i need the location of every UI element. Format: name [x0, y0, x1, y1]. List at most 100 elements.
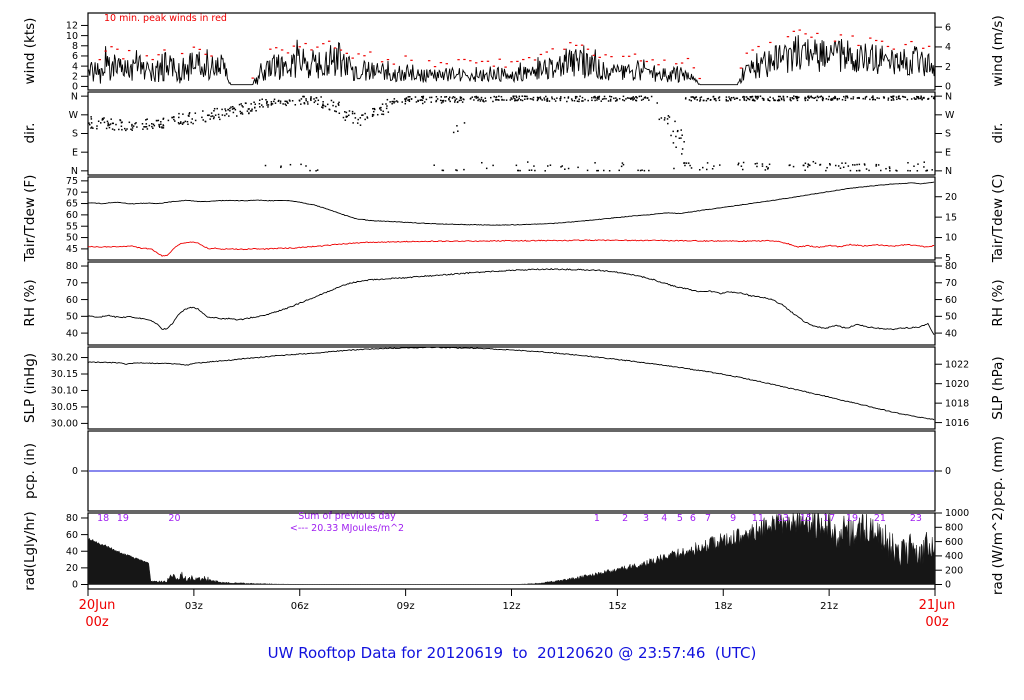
- rad-hour-label: 4: [661, 513, 667, 524]
- pcp-right-ticks: 0: [935, 466, 951, 477]
- tair_tdew-right-ticks: 5 10 15 20: [935, 192, 957, 264]
- rad-hour-label: 20: [168, 513, 180, 524]
- tick-label: N: [945, 166, 952, 177]
- tdew-trace: [87, 239, 935, 257]
- axis-label-left-rad: rad(Lgly/hr): [22, 511, 38, 591]
- rad-hour-labels: 18 19 20 1 2 3 4 5 6 7 9 11 13 15 17 19 21 23: [97, 513, 922, 524]
- tick-label: 1016: [945, 418, 969, 429]
- tick-label: 60: [66, 295, 78, 306]
- tick-label: 30.05: [51, 402, 78, 413]
- tick-label: W: [945, 110, 955, 121]
- tick-label: N: [71, 166, 78, 177]
- tick-label: 0: [945, 82, 951, 93]
- x-tick-label: 03z: [185, 601, 203, 612]
- tick-label: 50: [66, 233, 78, 244]
- tick-label: 65: [66, 199, 78, 210]
- tick-label: 70: [945, 278, 957, 289]
- rad-hour-label: 23: [910, 513, 922, 524]
- x-tick-label: 18z: [714, 601, 732, 612]
- x-start-date: 20Jun 00z: [52, 597, 142, 631]
- rad-hour-label: 3: [643, 513, 649, 524]
- tick-label: 60: [945, 295, 957, 306]
- rad-area: [87, 512, 936, 585]
- rad-sum-note-line2: <--- 20.33 MJoules/m^2: [289, 523, 405, 534]
- wind-peak-dots: [98, 29, 931, 80]
- tick-label: 80: [66, 261, 78, 272]
- rad-hour-label: 18: [97, 513, 109, 524]
- x-start-date-day: 20Jun: [78, 598, 116, 613]
- tick-label: 30.15: [51, 369, 78, 380]
- rad-hour-label: 19: [117, 513, 129, 524]
- tick-label: W: [69, 110, 79, 121]
- x-start-date-hour: 00z: [85, 615, 109, 630]
- rad-right-ticks: 0 200 400 600 800 1000: [935, 508, 969, 591]
- rad-sum-note-line1: Sum of previous day: [298, 511, 396, 522]
- rad-hour-label: 2: [622, 513, 628, 524]
- tick-label: 50: [66, 312, 78, 323]
- rad-left-ticks: 0 20 40 60 80: [66, 513, 88, 591]
- rad-hour-label: 5: [677, 513, 683, 524]
- rh-left-ticks: 40 50 60 70 80: [66, 261, 88, 339]
- rad-hour-label: 15: [800, 513, 812, 524]
- tick-label: 200: [945, 565, 963, 576]
- tair-trace: [87, 181, 935, 226]
- tick-label: 800: [945, 522, 963, 533]
- tick-label: 6: [72, 51, 78, 62]
- tick-label: 400: [945, 551, 963, 562]
- tick-label: E: [72, 147, 78, 158]
- tick-label: 6: [945, 22, 951, 33]
- tick-label: 45: [66, 244, 78, 255]
- tick-label: 15: [945, 212, 957, 223]
- tick-label: 30.00: [51, 419, 78, 430]
- rad-hour-label: 9: [730, 513, 736, 524]
- tick-label: 30.20: [51, 353, 78, 364]
- tick-label: 1000: [945, 508, 969, 519]
- rad-hour-label: 19: [846, 513, 858, 524]
- tick-label: 0: [945, 466, 951, 477]
- tick-label: E: [945, 147, 951, 158]
- rad-hour-label: 7: [705, 513, 711, 524]
- x-end-date: 21Jun 00z: [892, 597, 982, 631]
- tick-label: 20: [945, 192, 957, 203]
- x-tick-label: 09z: [397, 601, 415, 612]
- rad-hour-label: 6: [690, 513, 696, 524]
- tick-label: 55: [66, 221, 78, 232]
- tick-label: 1020: [945, 379, 969, 390]
- tick-label: 80: [945, 261, 957, 272]
- axis-label-right-rad: rad (W/m^2): [990, 506, 1006, 596]
- rh-trace: [87, 268, 935, 336]
- tick-label: 2: [72, 71, 78, 82]
- tick-label: 40: [66, 546, 78, 557]
- tick-label: 8: [72, 41, 78, 52]
- tick-label: S: [72, 129, 78, 140]
- tick-label: 70: [66, 187, 78, 198]
- pcp-left-ticks: 0: [72, 466, 88, 477]
- tick-label: 10: [945, 233, 957, 244]
- tick-label: 5: [945, 253, 951, 264]
- tick-label: 4: [945, 42, 951, 53]
- x-tick-label: 06z: [291, 601, 309, 612]
- tick-label: 50: [945, 312, 957, 323]
- tick-label: 80: [66, 513, 78, 524]
- tick-label: 0: [72, 466, 78, 477]
- panel-rh: 40 50 60 70 80 40 50 60 70 80: [66, 261, 957, 346]
- tick-label: 600: [945, 537, 963, 548]
- slp-left-ticks: 30.00 30.05 30.10 30.15 30.20: [51, 353, 88, 430]
- page-title: UW Rooftop Data for 20120619 to 20120620…: [267, 644, 757, 662]
- x-tick-label: 21z: [820, 601, 838, 612]
- tick-label: 10: [66, 31, 78, 42]
- tick-label: 20: [66, 563, 78, 574]
- tick-label: 4: [72, 61, 78, 72]
- tick-label: 2: [945, 62, 951, 73]
- tick-label: 12: [66, 21, 78, 32]
- wind-right-ticks: 0 2 4 6: [935, 22, 951, 93]
- tick-label: N: [945, 91, 952, 102]
